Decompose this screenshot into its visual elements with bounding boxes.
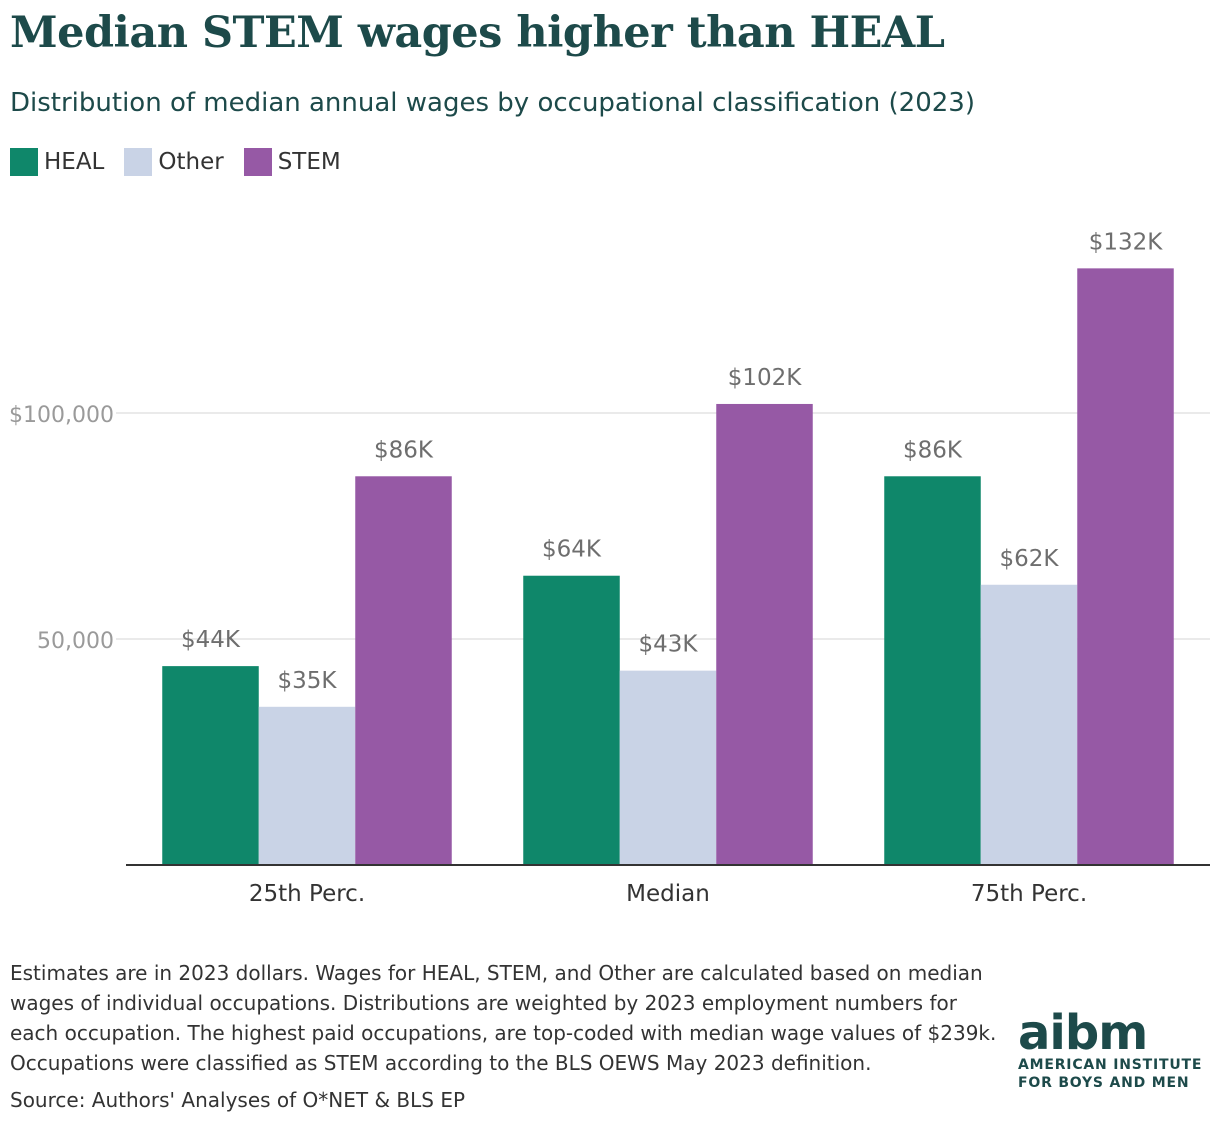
legend-swatch-other — [124, 148, 153, 176]
chart-title: Median STEM wages higher than HEAL — [10, 8, 945, 58]
data-label: $43K — [639, 632, 699, 658]
data-label: $86K — [903, 437, 963, 463]
bar-heal-2 — [523, 575, 620, 865]
bar-heal-3 — [884, 476, 981, 865]
bar-chart: 50,000 $100,000 $44K $64K $86K $35K $43K $62K $8… — [9, 229, 1210, 907]
legend-item-heal: HEAL — [10, 148, 104, 176]
data-label: $35K — [278, 668, 338, 694]
x-tick-label: Median — [626, 881, 710, 907]
legend-item-other: Other — [124, 148, 224, 176]
bar-stem-3 — [1077, 268, 1174, 865]
legend-item-stem: STEM — [243, 148, 341, 176]
x-tick-label: 25th Perc. — [249, 881, 365, 907]
data-label: $62K — [1000, 546, 1060, 572]
logo-line-1: AMERICAN INSTITUTE — [1018, 1057, 1203, 1073]
chart-subtitle: Distribution of median annual wages by o… — [10, 88, 975, 118]
legend-label-other: Other — [158, 149, 224, 175]
source-note: Source: Authors' Analyses of O*NET & BLS… — [10, 1088, 466, 1112]
legend: HEAL Other STEM — [10, 148, 361, 176]
data-label: $132K — [1089, 229, 1164, 255]
bar-other-3 — [980, 584, 1078, 865]
logo-line-2: FOR BOYS AND MEN — [1018, 1075, 1190, 1091]
bar-other-2 — [619, 670, 717, 865]
bar-heal-1 — [162, 666, 259, 865]
legend-swatch-heal — [10, 148, 38, 176]
bar-stem-2 — [716, 403, 813, 865]
legend-swatch-stem — [243, 148, 272, 176]
legend-label-heal: HEAL — [44, 149, 105, 175]
data-label: $64K — [542, 537, 602, 563]
bar-stem-1 — [355, 476, 452, 865]
footnote: Estimates are in 2023 dollars. Wages for… — [10, 961, 997, 1075]
y-tick-label: $100,000 — [9, 403, 114, 428]
legend-label-stem: STEM — [277, 149, 341, 175]
y-tick-label: 50,000 — [37, 629, 114, 654]
data-label: $102K — [728, 365, 803, 391]
aibm-logo: aibm AMERICAN INSTITUTE FOR BOYS AND MEN — [1018, 1005, 1203, 1092]
x-tick-label: 75th Perc. — [971, 881, 1087, 907]
data-label: $86K — [374, 437, 434, 463]
data-label: $44K — [181, 627, 241, 653]
bar-other-1 — [258, 706, 356, 865]
logo-mark: aibm — [1018, 1005, 1148, 1061]
